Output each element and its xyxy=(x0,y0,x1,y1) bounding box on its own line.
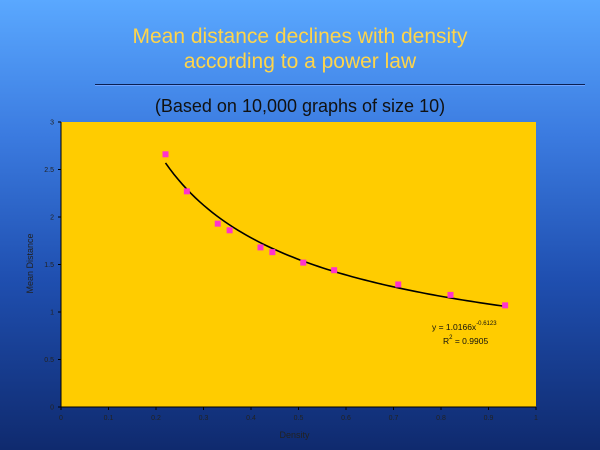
y-tick-label: 2.5 xyxy=(44,167,54,174)
x-tick-label: 0.2 xyxy=(151,415,161,422)
x-ticks-group: 0 0.1 0.2 0.3 0.4 0.5 0.6 0.7 0.8 0.9 1 xyxy=(59,407,538,422)
x-tick-label: 0.8 xyxy=(436,415,446,422)
y-axis-title: Mean Distance xyxy=(25,233,35,293)
y-tick-label: 1.5 xyxy=(44,262,54,269)
y-tick-label: 0 xyxy=(50,405,54,412)
trendline-equation: y = 1.0166x-0.6123 xyxy=(432,321,497,332)
x-tick-label: 0.3 xyxy=(199,415,209,422)
slide-title: Mean distance declines with density acco… xyxy=(132,25,468,73)
x-tick-label: 0.6 xyxy=(341,415,351,422)
data-point xyxy=(214,220,221,227)
x-tick-label: 0.9 xyxy=(484,415,494,422)
r-squared-label: R2 = 0.9905 xyxy=(443,335,488,346)
data-points-group xyxy=(162,151,509,309)
x-tick-label: 0 xyxy=(59,415,63,422)
data-point xyxy=(269,249,276,256)
y-tick-label: 2 xyxy=(50,215,54,222)
data-point xyxy=(300,259,307,266)
y-tick-label: 1 xyxy=(50,310,54,317)
x-tick-label: 0.5 xyxy=(294,415,304,422)
data-point xyxy=(502,302,509,309)
data-point xyxy=(447,291,454,298)
x-tick-label: 0.7 xyxy=(389,415,399,422)
data-point xyxy=(162,151,169,158)
plot-area xyxy=(61,122,536,407)
data-point xyxy=(183,188,190,195)
y-tick-label: 3 xyxy=(50,120,54,127)
x-tick-label: 0.1 xyxy=(104,415,114,422)
y-ticks-group: 0 0.5 1 1.5 2 2.5 3 xyxy=(44,120,61,412)
data-point xyxy=(331,267,338,274)
x-tick-label: 1 xyxy=(534,415,538,422)
title-divider xyxy=(95,84,585,85)
data-point xyxy=(395,281,402,288)
data-point xyxy=(226,227,233,234)
data-point xyxy=(257,244,264,251)
x-tick-label: 0.4 xyxy=(246,415,256,422)
y-tick-label: 0.5 xyxy=(44,357,54,364)
chart-subtitle: (Based on 10,000 graphs of size 10) xyxy=(154,96,446,116)
x-axis-title: Density xyxy=(279,430,310,440)
